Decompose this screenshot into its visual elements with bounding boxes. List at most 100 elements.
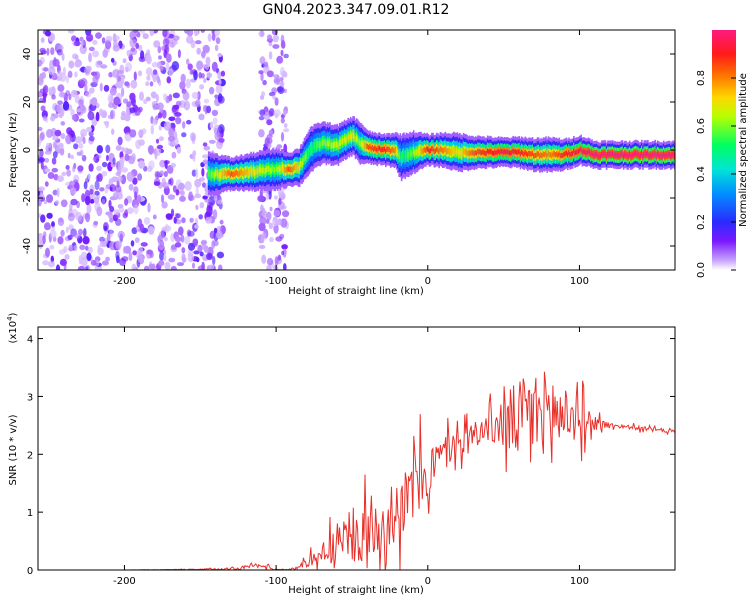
ridge-cell [530, 151, 533, 157]
ridge-cell [472, 150, 474, 156]
ridge-cell [366, 143, 369, 150]
noise-blob [60, 121, 66, 126]
ridge-cell [381, 147, 383, 153]
colorbar-tick-label: 0.2 [696, 214, 707, 230]
noise-blob [260, 95, 265, 100]
noise-blob [52, 189, 59, 196]
noise-blob [139, 91, 144, 101]
noise-blob [192, 150, 197, 156]
ridge-cell [559, 153, 562, 159]
noise-blob [204, 198, 212, 203]
ridge-cell [642, 154, 644, 159]
y-tick-label: 40 [22, 48, 33, 61]
ridge-cell [382, 147, 385, 152]
noise-blob [214, 44, 219, 52]
ridge-cell [650, 153, 653, 158]
ridge-cell [237, 170, 239, 177]
ridge-cell [223, 170, 226, 177]
noise-blob [199, 251, 204, 257]
noise-blob [75, 136, 83, 144]
ridge-cell [314, 142, 317, 150]
noise-blob [220, 70, 226, 77]
noise-blob [121, 167, 128, 173]
noise-blob [117, 204, 124, 209]
noise-blob [189, 217, 194, 223]
noise-blob [272, 44, 280, 49]
ridge-cell [523, 151, 525, 157]
noise-blob [101, 260, 109, 266]
ridge-cell [368, 144, 370, 151]
noise-blob [172, 35, 180, 41]
noise-blob [181, 247, 186, 254]
noise-blob [274, 256, 279, 266]
noise-blob [280, 117, 285, 124]
noise-blob [42, 260, 49, 266]
ridge-cell [257, 168, 260, 175]
ridge-cell [246, 168, 249, 175]
noise-blob [126, 171, 134, 182]
ridge-cell [597, 153, 599, 158]
ridge-cell [371, 145, 374, 151]
ridge-cell [624, 152, 626, 157]
noise-blob [96, 206, 103, 217]
ridge-cell [358, 138, 360, 146]
ridge-cell [574, 150, 576, 156]
ridge-cell [233, 171, 235, 177]
noise-blob [179, 81, 186, 90]
noise-blob [177, 262, 184, 267]
noise-blob [81, 104, 86, 112]
noise-blob [161, 201, 168, 209]
noise-blob [75, 211, 83, 222]
noise-blob [88, 163, 94, 172]
noise-blob [119, 258, 126, 266]
noise-blob [196, 47, 201, 55]
ridge-cell [249, 169, 251, 176]
x-tick-label: 100 [570, 276, 589, 287]
ridge-cell [324, 139, 326, 146]
noise-blob [157, 45, 162, 54]
ridge-cell [215, 170, 217, 177]
noise-blob [172, 92, 180, 99]
noise-blob [125, 62, 133, 72]
noise-blob [278, 197, 282, 206]
ridge-cell [665, 153, 667, 158]
ridge-cell [385, 148, 387, 154]
colorbar-tick-label: 0.0 [696, 262, 707, 278]
noise-blob [149, 81, 154, 87]
noise-blob [50, 47, 55, 55]
noise-blob [187, 242, 196, 251]
ridge-cell [524, 149, 527, 155]
ridge-cell [279, 167, 282, 174]
noise-blob [113, 209, 120, 215]
noise-blob [84, 266, 89, 270]
noise-blob [86, 252, 92, 261]
ridge-cell [216, 170, 218, 177]
ridge-cell [213, 172, 216, 179]
ridge-cell [514, 149, 517, 154]
noise-blob [168, 135, 175, 142]
noise-blob [147, 202, 151, 213]
ridge-cell [451, 148, 454, 155]
ridge-cell [510, 151, 512, 156]
noise-blob [103, 225, 108, 231]
ridge-cell [560, 152, 563, 158]
noise-blob [217, 52, 223, 58]
x-tick-label: -100 [265, 576, 288, 587]
noise-blob [177, 49, 181, 59]
ridge-cell [618, 153, 620, 158]
noise-blob [282, 248, 287, 258]
noise-blob [118, 206, 125, 213]
noise-blob [124, 153, 130, 162]
noise-blob [194, 30, 199, 37]
noise-blob [54, 129, 62, 137]
noise-blob [112, 192, 119, 200]
ridge-cell [343, 136, 346, 143]
noise-blob [165, 62, 170, 71]
noise-blob [158, 125, 162, 131]
ridge-cell [568, 150, 570, 156]
noise-blob [78, 142, 84, 149]
ridge-cell [602, 151, 604, 157]
noise-blob [39, 148, 44, 158]
noise-blob [74, 95, 80, 104]
ridge-cell [637, 152, 639, 157]
